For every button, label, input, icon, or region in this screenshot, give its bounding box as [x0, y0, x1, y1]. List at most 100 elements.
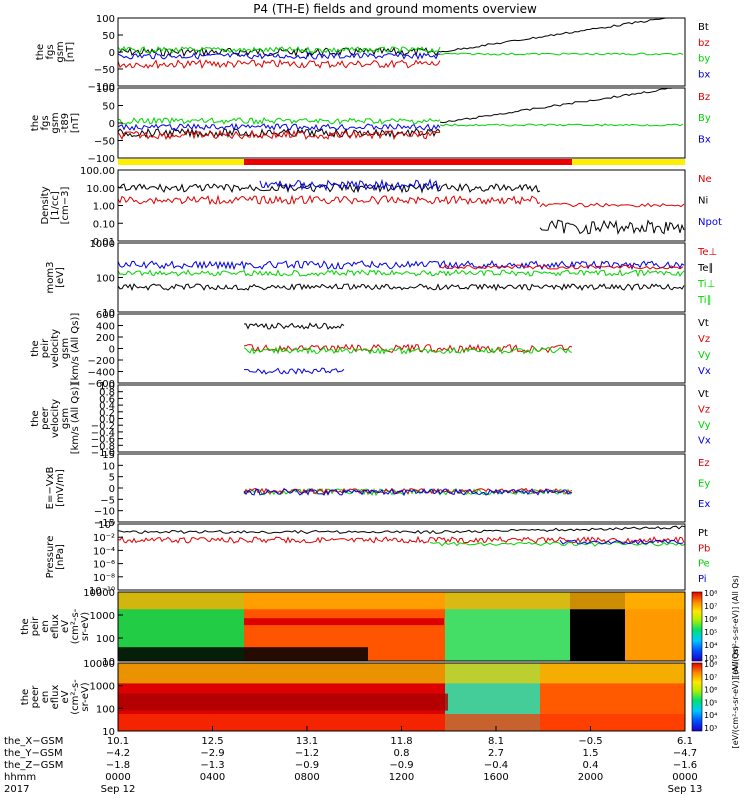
- y-tick-label: 1.0: [99, 381, 115, 392]
- y-axis-label-line: peir: [30, 616, 41, 636]
- y-tick-label: −100: [88, 154, 115, 165]
- x-axis-tick-value: 1600: [483, 772, 508, 783]
- y-axis-label: the fgs gsm -t89 [nT]: [30, 112, 81, 133]
- y-axis-label-line: [nPa]: [55, 544, 66, 570]
- y-tick-label: −600: [88, 379, 115, 390]
- legend-entry: Bx: [698, 134, 711, 145]
- x-axis-row-label: the_X−GSM: [4, 736, 63, 747]
- x-axis-row-label: the_Y−GSM: [4, 748, 63, 759]
- legend-entry: Vz: [698, 334, 710, 345]
- y-axis-label-line: the: [30, 410, 41, 426]
- x-axis-tick-value: −0.5: [578, 736, 602, 747]
- spectrogram-band: [244, 618, 444, 626]
- y-tick-label: 0: [109, 484, 115, 495]
- trace-ne: [539, 202, 685, 208]
- colorbar-tick-label: 10³: [704, 724, 717, 733]
- legend-entry: Ex: [698, 499, 710, 510]
- colorbar-tick-label: 10⁴: [704, 711, 717, 720]
- x-axis-tick-value: 6.1: [677, 736, 693, 747]
- colorbar: [691, 591, 703, 662]
- panel-data: [118, 178, 685, 236]
- x-axis-tick-value: 8.1: [488, 736, 504, 747]
- legend-entry: Bt: [698, 22, 709, 33]
- legend-entry: Ne: [698, 174, 712, 185]
- panel-data: [118, 259, 685, 292]
- legend-entry: by: [698, 54, 710, 65]
- y-axis-label-line: peer: [30, 685, 41, 709]
- x-axis-tick-value: 13.1: [296, 736, 318, 747]
- y-axis-label-line: the: [30, 340, 41, 356]
- y-axis-label: Pressure [nPa]: [45, 536, 66, 579]
- trace-ni: [539, 219, 685, 236]
- trace-by: [439, 52, 684, 56]
- panel-temperature: 1000 100 10 mom3 [eV] Te⊥ Te∥ Ti⊥ Ti∥: [45, 239, 717, 319]
- legend-entry: Vt: [698, 318, 709, 329]
- y-tick-label: 100: [96, 274, 115, 285]
- y-axis-label: the peer en eflux eV (cm²-s-sr-eV): [20, 679, 91, 715]
- trace-te: [118, 283, 685, 292]
- y-axis-label: the fgs gsm [nT]: [35, 41, 76, 62]
- legend-entry: Vy: [698, 350, 711, 361]
- x-axis-tick-value: 10.1: [107, 736, 129, 747]
- panel-frame: [117, 523, 686, 591]
- y-tick-label: 0.10: [93, 219, 115, 230]
- y-tick-label: 10⁻⁸: [93, 573, 115, 584]
- trace-bt: [439, 18, 668, 53]
- y-tick-label: −400: [88, 368, 115, 379]
- x-axis-tick-value: 2000: [578, 772, 603, 783]
- legend-entry: Vy: [698, 420, 711, 431]
- y-axis-label-line: eflux: [50, 614, 61, 639]
- y-axis-label-line: eflux: [50, 685, 61, 710]
- y-tick-label: 100.00: [80, 166, 115, 177]
- x-axis-tick-value: 1.5: [583, 748, 599, 759]
- trace-pt: [118, 525, 685, 535]
- x-axis-tick-value: 0.4: [583, 760, 599, 771]
- y-tick-label: −100: [88, 82, 115, 93]
- trace-by: [118, 116, 441, 126]
- y-tick-label: 0.4: [99, 401, 115, 412]
- y-axis-label-line: [nT]: [70, 113, 81, 133]
- y-axis-label-line: eV: [60, 620, 71, 633]
- legend-entry: Te∥: [697, 263, 714, 274]
- x-axis-tick-value: 1200: [389, 772, 414, 783]
- y-tick-label: 1000: [90, 239, 115, 250]
- status-bar-segment: [118, 159, 244, 165]
- panel-data: [118, 88, 684, 141]
- y-tick-label: 50: [102, 102, 115, 113]
- y-tick-label: 400: [96, 322, 115, 333]
- y-tick-label: −10: [94, 507, 115, 518]
- legend-entry: By: [698, 113, 711, 124]
- y-axis-label: the peir en eflux eV (cm²-s-sr-eV): [20, 608, 91, 644]
- trace-ti: [118, 268, 685, 278]
- colorbar-tick-label: 10⁸: [704, 660, 717, 669]
- x-axis-tick-value: −1.3: [200, 760, 224, 771]
- trace-ex: [243, 487, 573, 497]
- y-tick-label: 10.00: [86, 184, 115, 195]
- x-axis-tick-value: −0.4: [484, 760, 508, 771]
- colorbar-label: [eV/(cm²-s-sr-eV)] (All Qs): [731, 646, 740, 749]
- legend-entry: Bz: [698, 92, 710, 103]
- y-axis-label-line: peer: [40, 406, 51, 430]
- legend-entry: Ti∥: [697, 295, 712, 306]
- spectrogram-band: [118, 693, 448, 711]
- y-tick-label: 100: [96, 704, 115, 715]
- status-bar-segment: [244, 159, 572, 165]
- x-axis-tick-value: −1.6: [673, 760, 697, 771]
- panel-frame: [117, 384, 686, 453]
- y-axis-label-line: -t89: [60, 113, 71, 133]
- y-tick-label: 15: [102, 450, 115, 461]
- x-axis-tick-value: 0800: [294, 772, 319, 783]
- y-tick-label: 10: [102, 461, 115, 472]
- y-tick-label: 200: [96, 333, 115, 344]
- y-tick-label: 10: [102, 308, 115, 319]
- trace-bz: [118, 58, 441, 70]
- y-axis-label-line: gsm: [60, 338, 71, 359]
- legend-entry: Pt: [698, 528, 708, 539]
- trace-bx: [118, 122, 441, 132]
- spectrogram-band: [118, 592, 685, 610]
- y-tick-label: 1000: [90, 682, 115, 693]
